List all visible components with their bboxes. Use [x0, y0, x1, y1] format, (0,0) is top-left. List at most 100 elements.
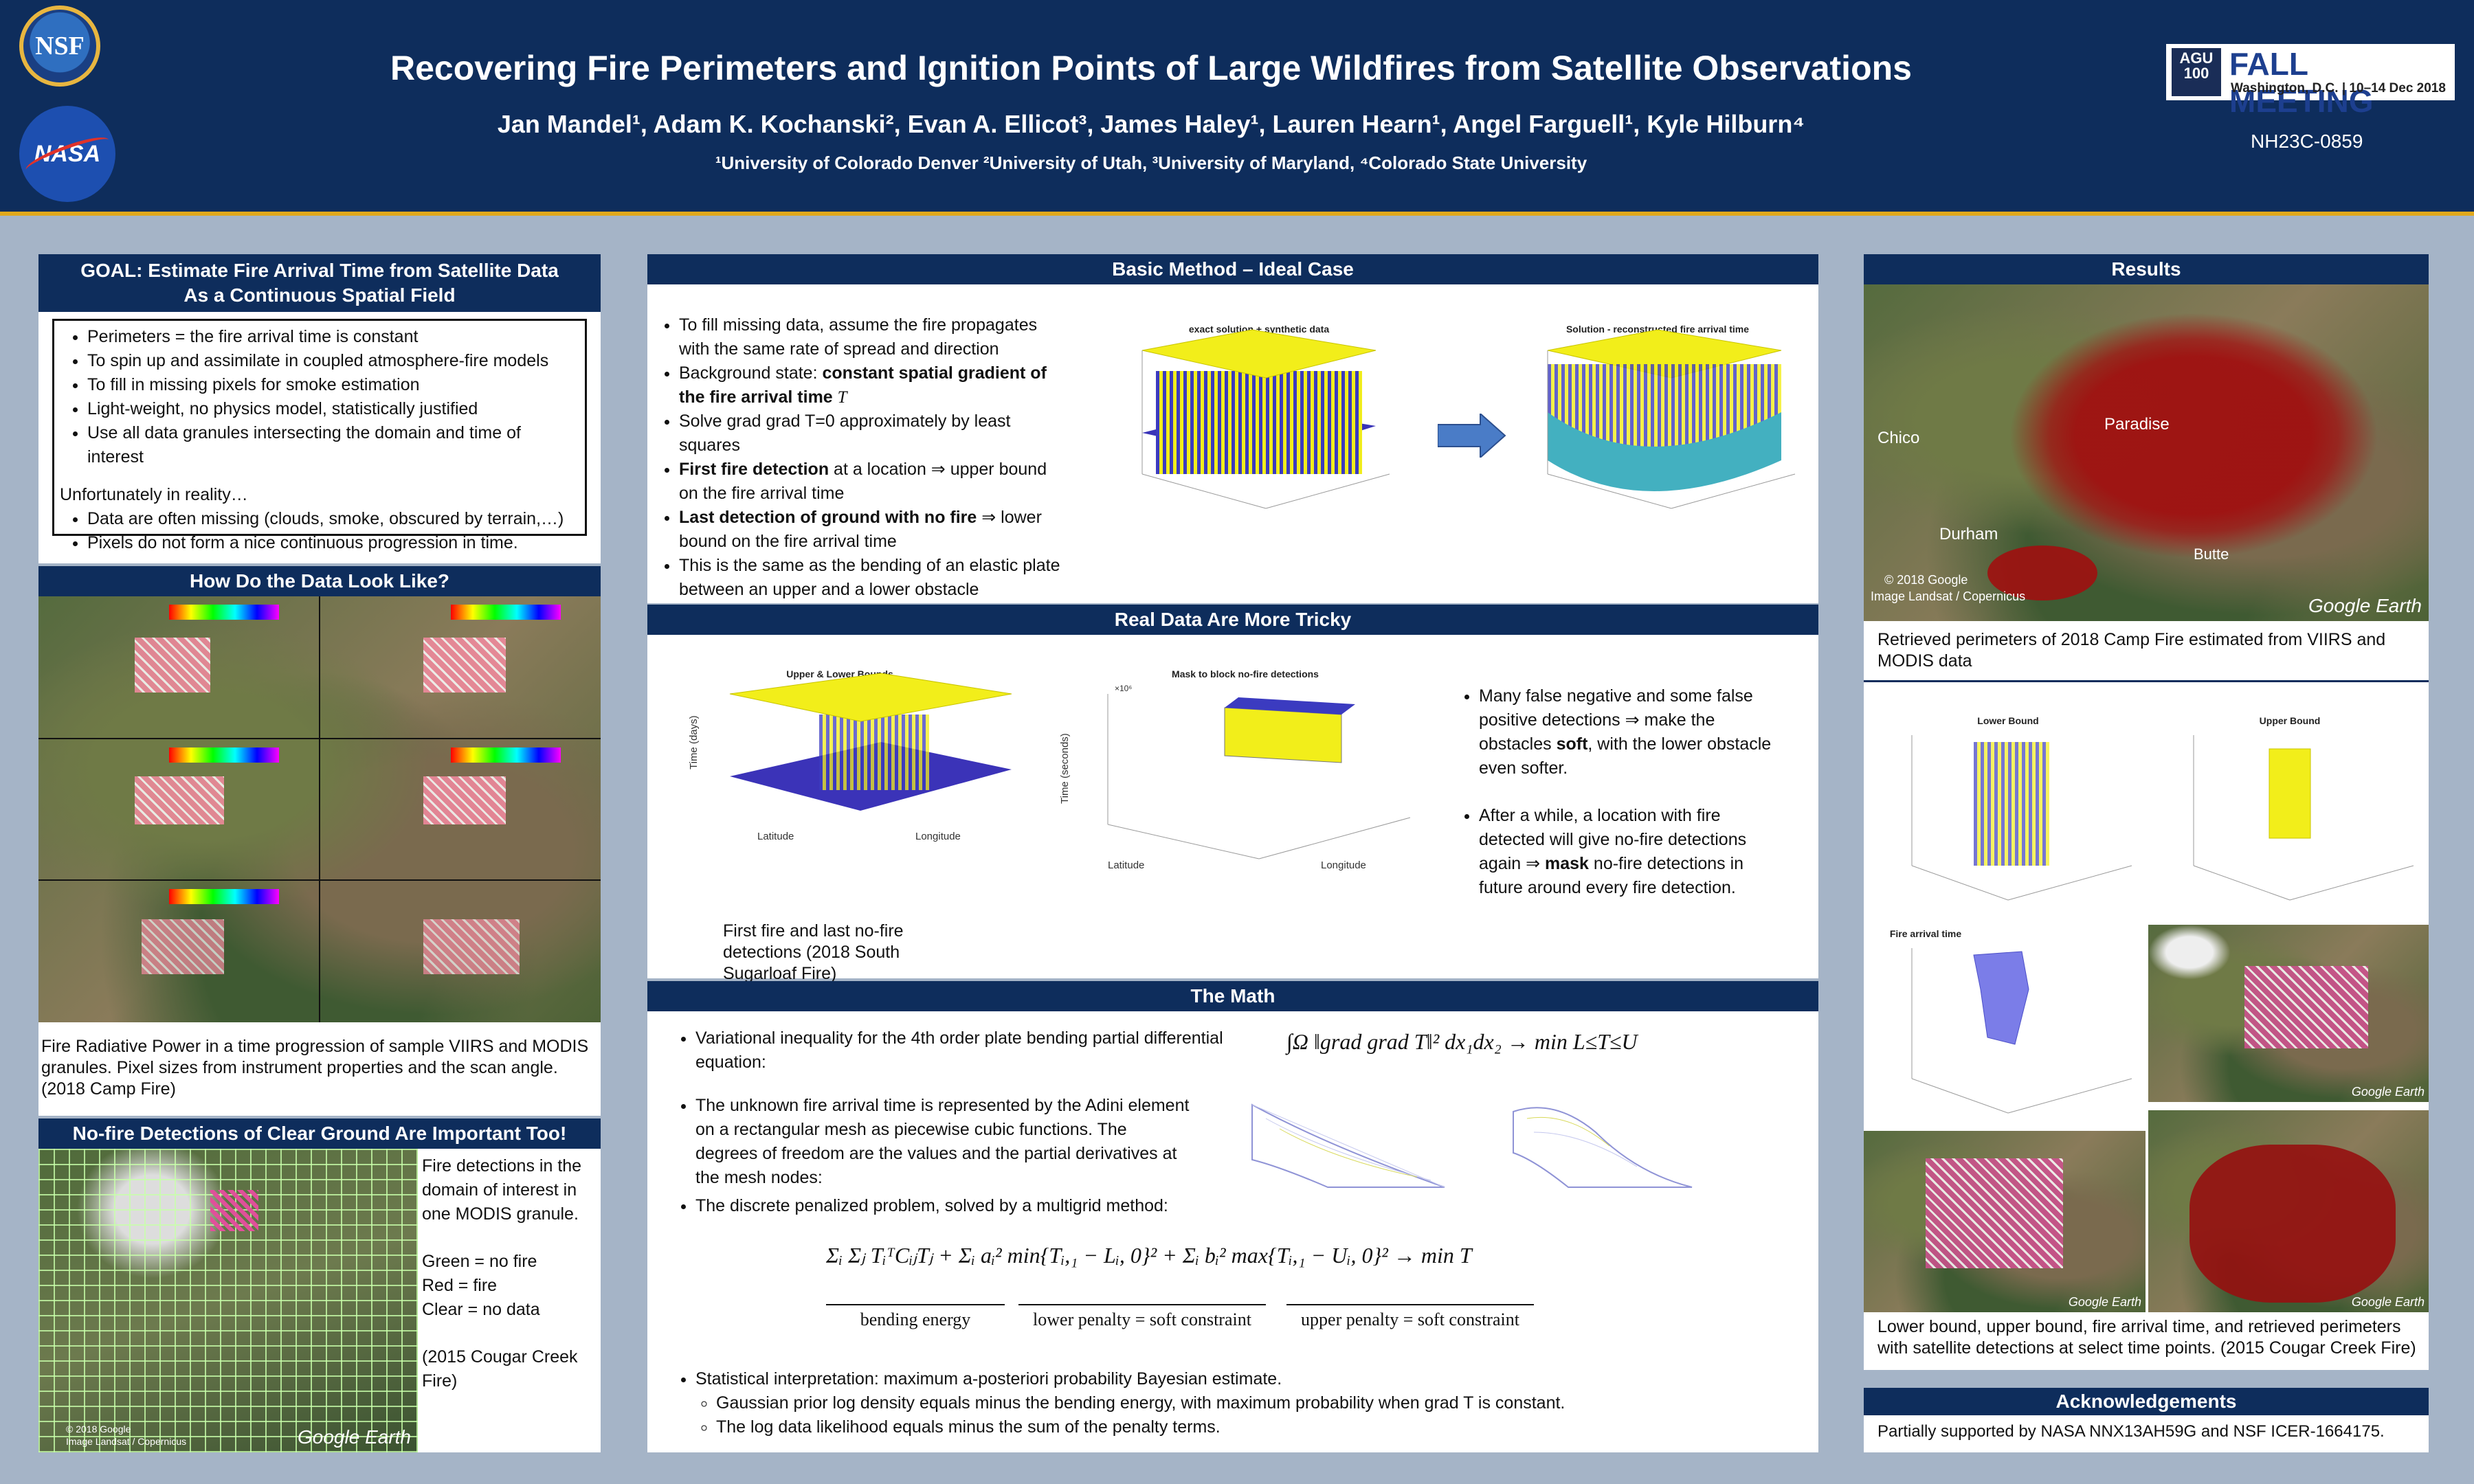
- place-label-chico: Chico: [1877, 429, 1920, 447]
- goal-bullet: To fill in missing pixels for smoke esti…: [87, 373, 579, 397]
- nofire-detection-map: © 2018 Google Image Landsat / Copernicus…: [38, 1149, 418, 1452]
- brace-bending-energy: bending energy: [826, 1304, 1005, 1330]
- real-data-heading: Real Data Are More Tricky: [647, 605, 1818, 635]
- goal-box: Perimeters = the fire arrival time is co…: [52, 319, 587, 552]
- plot-title: Mask to block no-fire detections: [1172, 668, 1319, 679]
- place-label-paradise: Paradise: [2104, 415, 2170, 434]
- agu-badge: AGU 100: [2172, 48, 2221, 96]
- plot-title: Solution - reconstructed fire arrival ti…: [1566, 324, 1749, 335]
- tricky-bullet: After a while, a location with fire dete…: [1479, 804, 1774, 900]
- basic-bullet: Background state: constant spatial gradi…: [679, 361, 1064, 409]
- goal-panel: GOAL: Estimate Fire Arrival Time from Sa…: [38, 254, 601, 563]
- reality-bullet: Data are often missing (clouds, smoke, o…: [87, 507, 579, 531]
- cougar-creek-map-2: Google Earth: [1864, 1131, 2146, 1312]
- legend-clear: Clear = no data: [422, 1300, 540, 1319]
- data-look-heading: How Do the Data Look Like?: [38, 566, 601, 596]
- goal-heading: GOAL: Estimate Fire Arrival Time from Sa…: [38, 254, 601, 312]
- nsf-logo: NSF: [19, 5, 100, 87]
- affiliations: ¹University of Colorado Denver ²Universi…: [715, 153, 1587, 173]
- real-data-caption: First fire and last no-fire detections (…: [723, 921, 904, 983]
- data-look-caption: Fire Radiative Power in a time progressi…: [41, 1037, 589, 1099]
- plot-title: exact solution + synthetic data: [1189, 324, 1329, 335]
- map-credit: © 2018 Google: [1884, 573, 1968, 587]
- poster-title: Recovering Fire Perimeters and Ignition …: [390, 49, 1912, 87]
- basic-bullet: Solve grad grad T=0 approximately by lea…: [679, 409, 1064, 458]
- nasa-logo: NASA: [19, 106, 115, 202]
- plot-title: Lower Bound: [1977, 715, 2038, 726]
- google-earth-logo: Google Earth: [2351, 1295, 2425, 1309]
- nofire-mask-plot: Mask to block no-fire detections ×10⁶ Ti…: [1059, 668, 1411, 871]
- tricky-bullet: Many false negative and some false posit…: [1479, 684, 1774, 780]
- camp-fire-perimeter-map: Chico Paradise Durham Butte © 2018 Googl…: [1864, 284, 2429, 621]
- map-credit: © 2018 Google: [66, 1424, 131, 1435]
- basic-bullet: Last detection of ground with no fire ⇒ …: [679, 506, 1064, 554]
- google-earth-logo: Google Earth: [298, 1426, 411, 1448]
- basic-method-panel: Basic Method – Ideal Case To fill missin…: [647, 254, 1818, 603]
- nofire-text: Fire detections in the domain of interes…: [422, 1156, 582, 1224]
- google-earth-logo: Google Earth: [2308, 595, 2422, 616]
- x-axis-label: Latitude: [1108, 859, 1144, 871]
- legend-green: Green = no fire: [422, 1252, 537, 1271]
- data-look-panel: How Do the Data Look Like? Fire Radiativ…: [38, 566, 601, 1116]
- cougar-creek-map-1: Google Earth: [2148, 925, 2429, 1102]
- lower-bound-plot: Lower Bound: [1911, 715, 2132, 901]
- math-bullet-2: The unknown fire arrival time is represe…: [668, 1094, 1190, 1190]
- nofire-legend: Fire detections in the domain of interes…: [422, 1154, 594, 1393]
- plot-title: Fire arrival time: [1890, 928, 1961, 939]
- adini-element-surface-plot: [1251, 1103, 1693, 1188]
- exponent-label: ×10⁶: [1115, 684, 1132, 693]
- penalized-problem-equation: Σᵢ Σⱼ TᵢᵀCᵢⱼTⱼ + Σᵢ aᵢ² min{Tᵢ,₁ − Lᵢ, 0…: [826, 1243, 1472, 1268]
- goal-bullet: Light-weight, no physics model, statisti…: [87, 397, 579, 421]
- reality-intro: Unfortunately in reality…: [60, 485, 248, 504]
- math-bullet-3: The discrete penalized problem, solved b…: [668, 1194, 1286, 1218]
- abstract-code: NH23C-0859: [2251, 131, 2363, 152]
- real-data-panel: Real Data Are More Tricky Upper & Lower …: [647, 605, 1818, 983]
- results-heading: Results: [1864, 254, 2429, 284]
- acknowledgements-heading: Acknowledgements: [1864, 1388, 2429, 1415]
- meeting-location: Washington, D.C. | 10–14 Dec 2018: [2231, 81, 2446, 95]
- math-panel: The Math Variational inequality for the …: [647, 981, 1818, 1452]
- reality-bullet: Pixels do not form a nice continuous pro…: [87, 531, 579, 555]
- place-label-durham: Durham: [1939, 525, 1998, 543]
- map-credit-imagery: Image Landsat / Copernicus: [66, 1436, 187, 1447]
- goal-bullet: Use all data granules intersecting the d…: [87, 421, 579, 469]
- basic-method-bullets: To fill missing data, assume the fire pr…: [651, 313, 1064, 602]
- obstacle-columns: [1156, 371, 1362, 474]
- google-earth-logo: Google Earth: [2068, 1295, 2141, 1309]
- basic-bullet: First fire detection at a location ⇒ upp…: [679, 458, 1064, 506]
- y-axis-label: Time (seconds): [1059, 733, 1071, 804]
- legend-red: Red = fire: [422, 1276, 498, 1295]
- x-axis-label: Longitude: [915, 831, 961, 842]
- basic-bullet: This is the same as the bending of an el…: [679, 554, 1064, 602]
- synthetic-data-surface-plot: exact solution + synthetic data: [1141, 324, 1390, 509]
- math-bullet-4: Statistical interpretation: maximum a-po…: [668, 1367, 1802, 1439]
- nofire-heading: No-fire Detections of Clear Ground Are I…: [38, 1118, 601, 1149]
- brace-upper-penalty: upper penalty = soft constraint: [1286, 1304, 1534, 1330]
- google-earth-logo: Google Earth: [2351, 1085, 2425, 1099]
- nofire-source: (2015 Cougar Creek Fire): [422, 1347, 578, 1391]
- cougar-creek-map-3: Google Earth: [2148, 1110, 2429, 1312]
- results-panel: Results Chico Paradise Durham Butte © 20…: [1864, 254, 2429, 1370]
- real-data-bullets: Many false negative and some false posit…: [1451, 684, 1774, 900]
- map-credit-imagery: Image Landsat / Copernicus: [1871, 589, 2026, 603]
- acknowledgements-text: Partially supported by NASA NNX13AH59G a…: [1877, 1422, 2385, 1441]
- math-heading: The Math: [647, 981, 1818, 1011]
- goal-bullet: To spin up and assimilate in coupled atm…: [87, 349, 579, 373]
- y-axis-label: Time (days): [688, 715, 700, 769]
- place-label-butte: Butte: [2194, 546, 2229, 563]
- nofire-panel: No-fire Detections of Clear Ground Are I…: [38, 1118, 601, 1452]
- brace-lower-penalty: lower penalty = soft constraint: [1018, 1304, 1266, 1330]
- satellite-granule-grid-image: [38, 596, 601, 1022]
- math-bullet-1: Variational inequality for the 4th order…: [668, 1026, 1273, 1075]
- upper-lower-bounds-plot: Upper & Lower Bounds Time (days) Latitud…: [688, 668, 1012, 842]
- agu-fall-meeting-logo: AGU 100 FALL MEETING Washington, D.C. | …: [2166, 44, 2455, 119]
- arrow-right-icon: [1438, 414, 1506, 458]
- x-axis-label: Longitude: [1321, 859, 1366, 871]
- variational-equation: ∫Ω ‖grad grad T‖² dx₁dx₂ → min L≤T≤U: [1286, 1029, 1638, 1054]
- results-caption-2: Lower bound, upper bound, fire arrival t…: [1877, 1317, 2416, 1358]
- acknowledgements-panel: Acknowledgements Partially supported by …: [1864, 1388, 2429, 1452]
- basic-bullet: To fill missing data, assume the fire pr…: [679, 313, 1064, 361]
- upper-bound-plot: Upper Bound: [2193, 715, 2414, 901]
- meeting-name: FALL MEETING: [2229, 46, 2374, 119]
- goal-bullet: Perimeters = the fire arrival time is co…: [87, 325, 579, 349]
